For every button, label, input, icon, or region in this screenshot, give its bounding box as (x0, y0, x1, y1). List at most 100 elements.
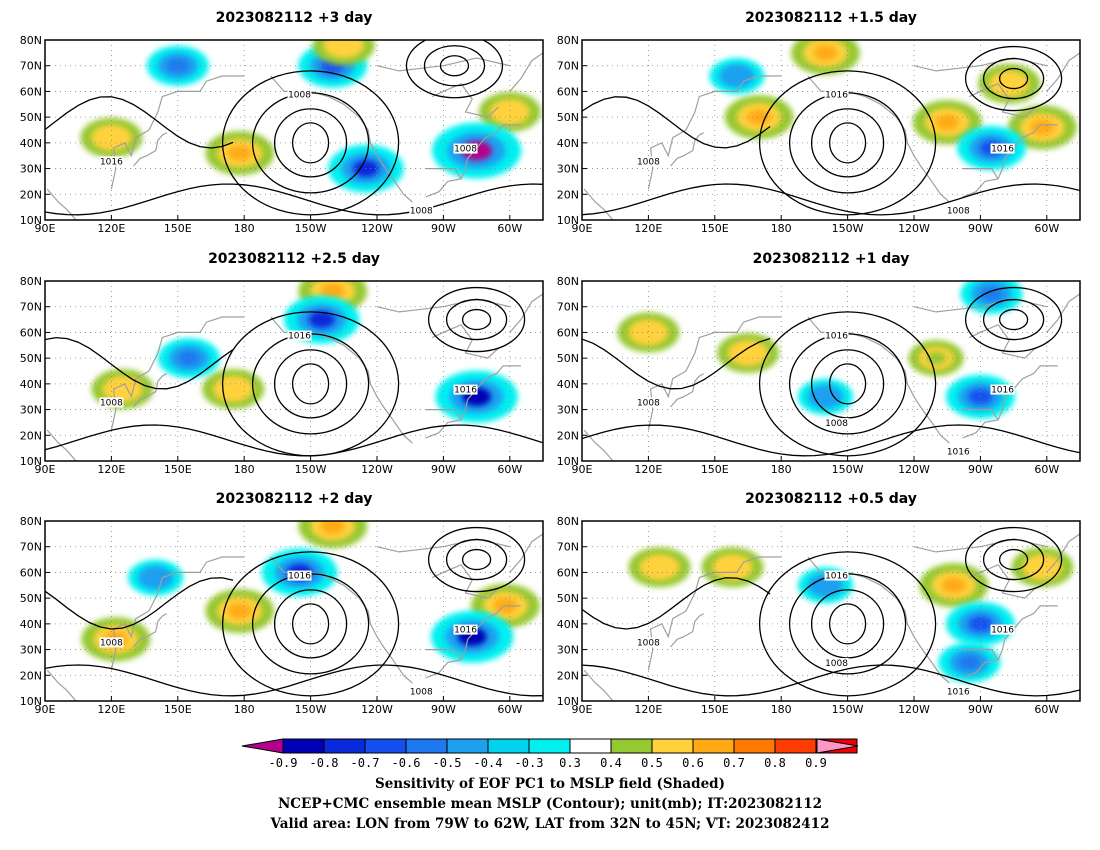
contour-label-bg (946, 205, 971, 216)
mslp-contour-low (998, 548, 1029, 571)
coastline (670, 132, 704, 167)
colorbar-tick-label: -0.3 (515, 756, 544, 770)
y-tick-label: 60N (20, 85, 42, 98)
y-tick-label: 10N (557, 455, 579, 468)
contour-label: 1016 (454, 626, 477, 636)
sensitivity-area-core (1030, 119, 1055, 136)
contour-label: 1008 (637, 638, 660, 648)
mslp-contour-line (45, 96, 234, 149)
x-tick-label: 120W (361, 463, 393, 476)
coastline (583, 669, 614, 701)
contour-label-bg (636, 156, 661, 167)
y-tick-label: 10N (557, 695, 579, 708)
colorbar-tick-label: 0.8 (764, 756, 786, 770)
contour-label-bg (636, 637, 661, 648)
mslp-contour-line (582, 337, 771, 390)
coastline (509, 293, 543, 333)
coastline (670, 613, 704, 648)
y-tick-label: 20N (20, 669, 42, 682)
mslp-contour-high (221, 551, 400, 697)
x-tick-label: 180 (234, 703, 255, 716)
y-tick-label: 80N (20, 515, 42, 528)
x-tick-label: 120W (898, 463, 930, 476)
mslp-contour-line (582, 664, 1080, 697)
coastline (133, 373, 167, 408)
contour-label: 1008 (100, 398, 123, 408)
y-tick-label: 70N (557, 541, 579, 554)
x-tick-label: 60W (1034, 703, 1059, 716)
colorbar-tick-label: 0.9 (805, 756, 827, 770)
sensitivity-area-core (637, 325, 660, 340)
x-tick-label: 180 (234, 222, 255, 235)
panel-title: 2023082112 +2 day (216, 491, 373, 507)
panel-title: 2023082112 +3 day (216, 10, 373, 26)
mslp-contour-low (405, 40, 504, 99)
contour-label: 1016 (288, 332, 311, 342)
mslp-contour-line (45, 577, 234, 630)
sensitivity-area-core (227, 603, 252, 619)
contour-label: 1008 (410, 206, 433, 216)
y-tick-label: 10N (20, 214, 42, 227)
x-tick-label: 120E (634, 703, 662, 716)
y-tick-label: 10N (20, 455, 42, 468)
sensitivity-area-core (958, 655, 981, 670)
colorbar-tick-label: -0.7 (351, 756, 380, 770)
contour-label-bg (287, 570, 312, 581)
contour-label-bg (99, 156, 124, 167)
x-tick-label: 60W (497, 222, 522, 235)
contour-label: 1016 (991, 145, 1014, 155)
contour-label: 1016 (825, 572, 848, 582)
y-tick-label: 30N (20, 644, 42, 657)
x-tick-label: 90E (35, 222, 56, 235)
y-tick-label: 20N (557, 429, 579, 442)
x-tick-label: 90W (431, 222, 456, 235)
y-tick-label: 20N (20, 429, 42, 442)
coastline (1046, 52, 1080, 92)
contour-label-bg (453, 384, 478, 395)
x-tick-label: 180 (771, 463, 792, 476)
contour-label-bg (824, 418, 849, 428)
colorbar-cell (610, 738, 653, 754)
sensitivity-area-core (332, 40, 355, 53)
x-tick-label: 150E (701, 222, 729, 235)
contour-label: 1016 (947, 447, 970, 457)
coastline (962, 365, 1058, 439)
mslp-contour-high (810, 349, 885, 419)
colorbar-cell (692, 738, 735, 754)
sensitivity-area-core (648, 560, 671, 575)
sensitivity-area-core (111, 382, 134, 396)
contour-label-bg (453, 624, 478, 635)
colorbar-right-triangle (816, 738, 859, 754)
y-tick-label: 80N (557, 275, 579, 288)
contour-label: 1008 (410, 687, 433, 697)
sensitivity-area-core (737, 346, 759, 360)
y-tick-label: 80N (20, 275, 42, 288)
contour-label-bg (409, 205, 434, 216)
coastline (670, 373, 704, 408)
mslp-contour-low (964, 45, 1063, 112)
contour-label-bg (946, 686, 971, 697)
y-tick-label: 80N (20, 34, 42, 47)
caption-line-3: Valid area: LON from 79W to 62W, LAT fro… (270, 816, 830, 832)
panel-title: 2023082112 +2.5 day (208, 251, 380, 267)
x-tick-label: 90E (572, 463, 593, 476)
panel-1: 2023082112 +3 day 1008 1016 1008 1008 90E 120E… (20, 10, 544, 235)
x-tick-label: 120W (361, 222, 393, 235)
mslp-contour-high (273, 108, 348, 178)
mslp-contour-high (828, 363, 867, 405)
y-tick-label: 40N (20, 378, 42, 391)
y-tick-label: 80N (557, 34, 579, 47)
x-tick-label: 120W (898, 703, 930, 716)
coastline (962, 124, 1058, 198)
panels-group: 2023082112 +3 day 1008 1016 1008 1008 90E 120E… (20, 10, 1081, 716)
mslp-contour-low (445, 538, 508, 581)
coastline (432, 563, 500, 599)
contour-label: 1016 (288, 572, 311, 582)
coastline (110, 316, 245, 431)
contour-label: 1008 (100, 638, 123, 648)
colorbar-cell (733, 738, 776, 754)
mslp-contour-line (45, 664, 543, 697)
panel-frame (44, 280, 544, 462)
contour-label: 1008 (825, 659, 848, 669)
contour-label-bg (824, 658, 849, 668)
